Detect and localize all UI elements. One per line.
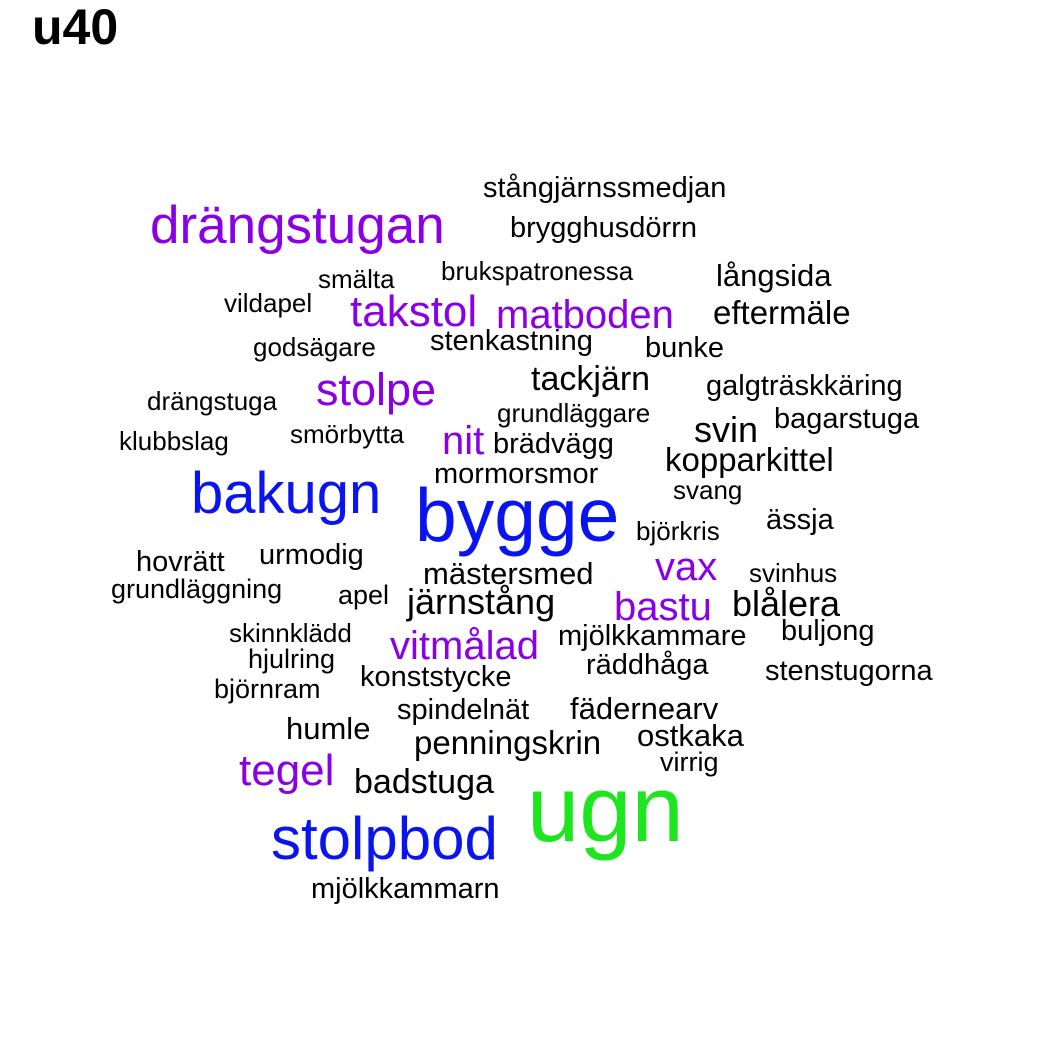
word-buljong: buljong (781, 615, 875, 647)
word-mjolkkammare: mjölkkammare (558, 620, 747, 652)
word-takstol: takstol (350, 287, 478, 336)
word-vildapel: vildapel (224, 288, 313, 318)
word-bjornram: björnram (214, 674, 321, 704)
word-bastu: bastu (614, 585, 712, 629)
word-godsagare: godsägare (253, 332, 376, 362)
word-virrig: virrig (660, 747, 719, 777)
word-spindelnat: spindelnät (397, 694, 530, 726)
word-galgtraskkaring: galgträskkäring (706, 370, 903, 402)
word-stenstugorna: stenstugorna (765, 655, 933, 687)
word-brukspatronessa: brukspatronessa (441, 256, 634, 286)
word-mjolkkammarn: mjölkkammarn (311, 873, 500, 905)
word-bagarstuga: bagarstuga (774, 403, 920, 435)
word-kopparkittel: kopparkittel (665, 441, 834, 478)
word-konststycke: konststycke (360, 661, 512, 693)
word-bjorkris: björkris (636, 516, 720, 546)
cloud-title: u40 (32, 0, 119, 55)
word-jarnstang: järnstång (407, 581, 556, 622)
word-tegel: tegel (239, 746, 335, 795)
word-grundlaggare: grundläggare (497, 398, 651, 428)
word-svinhus: svinhus (749, 558, 838, 588)
word-drangstuga: drängstuga (147, 386, 278, 416)
word-skinnkladd: skinnklädd (229, 618, 352, 648)
word-mormorsmor: mormorsmor (434, 458, 599, 490)
word-smorbytta: smörbytta (290, 419, 405, 449)
word-stangjarnssmedjan: stångjärnssmedjan (483, 172, 727, 204)
word-smalta: smälta (318, 264, 395, 294)
word-apel: apel (338, 580, 390, 610)
word-humle: humle (286, 711, 371, 746)
word-nit: nit (442, 419, 485, 463)
word-assja: ässja (766, 504, 834, 536)
word-bakugn: bakugn (191, 461, 382, 526)
word-matboden: matboden (496, 293, 674, 337)
word-svang: svang (673, 475, 743, 505)
word-bygge: bygge (415, 473, 620, 557)
word-stenkastning: stenkastning (430, 325, 593, 357)
word-hovratt: hovrätt (136, 546, 225, 578)
word-tackjarn: tackjärn (531, 360, 651, 398)
word-drangstugan: drängstugan (150, 196, 445, 255)
word-hjulring: hjulring (248, 644, 336, 674)
word-vax: vax (655, 545, 718, 589)
word-grundlaggning: grundläggning (111, 574, 283, 604)
word-fadernearv: fädernearv (570, 691, 719, 726)
word-bunke: bunke (645, 332, 725, 364)
word-bradvagg: brädvägg (493, 428, 614, 460)
word-mastersmed: mästersmed (423, 556, 594, 591)
word-langsida: långsida (716, 258, 832, 293)
word-urmodig: urmodig (259, 539, 364, 571)
word-klubbslag: klubbslag (119, 426, 229, 456)
word-ugn: ugn (527, 756, 684, 861)
word-badstuga: badstuga (354, 763, 494, 801)
word-eftermale: eftermäle (713, 294, 851, 331)
word-brygghusdorrn: brygghusdörrn (510, 212, 697, 244)
word-blalera: blålera (732, 583, 841, 624)
word-ostkaka: ostkaka (637, 718, 744, 753)
word-raddhaga: räddhåga (586, 649, 709, 681)
word-stolpbod: stolpbod (271, 805, 498, 872)
word-penningskrin: penningskrin (414, 724, 602, 761)
word-stolpe: stolpe (316, 364, 437, 415)
word-vitmalad: vitmålad (390, 624, 539, 668)
word-svin: svin (694, 409, 759, 450)
